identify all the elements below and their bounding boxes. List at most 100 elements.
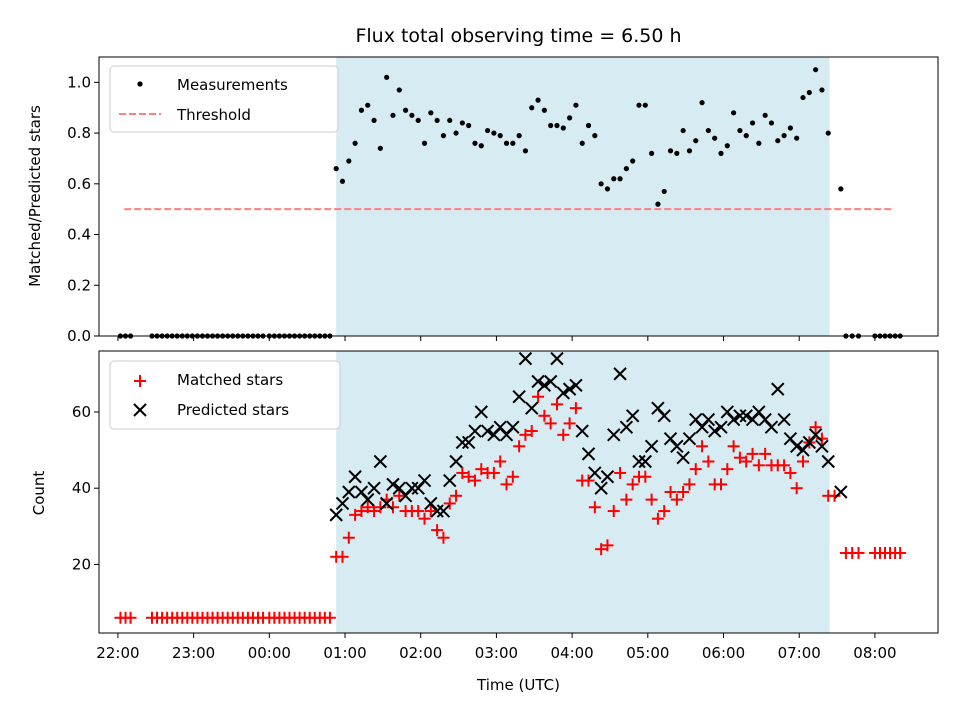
- measurement-point: [402, 107, 409, 113]
- predicted-star-point: [506, 420, 520, 434]
- matched-star-point: [418, 512, 431, 525]
- predicted-star-point: [625, 409, 640, 423]
- measurements-legend-marker: [137, 81, 143, 87]
- predicted-star-point: [342, 485, 356, 499]
- legend-label-threshold: Threshold: [176, 106, 251, 124]
- measurement-point: [737, 127, 743, 134]
- measurement-point: [712, 135, 718, 141]
- measurement-point: [838, 186, 844, 192]
- matched-star-point: [601, 539, 614, 552]
- predicted-star-point: [531, 374, 545, 389]
- measurement-point: [541, 107, 547, 113]
- measurement-point: [686, 148, 693, 154]
- x-tick-label: 03:00: [475, 644, 518, 662]
- predicted-star-point: [373, 454, 388, 469]
- predicted-star-point: [607, 428, 621, 442]
- bottom-y-tick-label: 20: [72, 555, 91, 573]
- measurement-point: [693, 138, 699, 144]
- matched-star-point: [563, 417, 576, 430]
- matched-star-point: [582, 474, 595, 487]
- matched-star-point: [450, 489, 463, 502]
- matched-star-point: [809, 421, 822, 434]
- measurement-point: [510, 140, 516, 146]
- measurement-point: [762, 112, 768, 118]
- measurement-point: [813, 67, 819, 73]
- measurement-point: [768, 120, 775, 126]
- top-y-tick-label: 0.8: [67, 124, 91, 142]
- matched-star-point: [645, 493, 658, 506]
- matched-star-point: [658, 505, 671, 518]
- predicted-star-point: [771, 382, 785, 396]
- predicted-star-point: [619, 420, 634, 434]
- measurement-point: [781, 133, 787, 139]
- matched-star-point: [828, 489, 841, 502]
- measurement-point: [699, 100, 705, 106]
- measurement-point: [623, 166, 629, 172]
- measurement-point: [560, 125, 566, 131]
- matched-star-point: [683, 478, 696, 491]
- top-y-axis-label: Matched/Predicted stars: [26, 105, 44, 287]
- measurement-point: [585, 122, 592, 129]
- matched-star-point: [784, 466, 797, 479]
- measurement-point: [718, 150, 724, 156]
- x-tick-label: 06:00: [702, 644, 745, 662]
- matched-star-point: [677, 486, 690, 498]
- matched-star-point: [355, 505, 368, 518]
- bottom-legend-box: [109, 360, 341, 430]
- matched-star-point: [714, 478, 727, 491]
- predicted-star-point: [777, 412, 791, 427]
- matched-legend-marker: [134, 375, 146, 387]
- matched-star-point: [412, 505, 425, 518]
- predicted-star-point: [550, 351, 564, 366]
- top-y-tick-label: 1.0: [67, 73, 91, 91]
- top-shaded-span: [336, 57, 830, 336]
- measurement-point: [592, 133, 598, 139]
- measurement-point: [598, 181, 604, 187]
- matched-star-point: [538, 409, 551, 422]
- matched-star-point: [525, 425, 538, 438]
- predicted-star-point: [569, 378, 583, 393]
- matched-star-point: [740, 455, 753, 468]
- predicted-star-point: [443, 473, 457, 488]
- predicted-star-point: [726, 412, 741, 427]
- predicted-star-point: [764, 420, 779, 434]
- measurement-point: [522, 148, 529, 154]
- predicted-star-point: [348, 470, 362, 484]
- measurement-point: [371, 117, 377, 124]
- top-legend-box: [109, 65, 339, 133]
- matched-star-point: [462, 470, 475, 483]
- measurement-point: [573, 102, 579, 108]
- predicted-star-point: [657, 409, 671, 423]
- measurement-point: [806, 89, 812, 96]
- measurement-point: [478, 143, 484, 149]
- matched-star-point: [557, 428, 570, 441]
- matched-star-point: [626, 478, 639, 491]
- matched-star-point: [614, 466, 627, 479]
- top-y-ticks: 0.0 0.2 0.4 0.6 0.8 1.0: [67, 73, 99, 345]
- chart-title: Flux total observing time = 6.50 h: [355, 25, 681, 47]
- predicted-star-point: [386, 477, 400, 492]
- predicted-star-point: [707, 424, 722, 438]
- predicted-star-point: [821, 454, 835, 469]
- predicted-star-point: [701, 412, 716, 427]
- measurement-point: [358, 107, 365, 113]
- bottom-shaded-span: [336, 351, 830, 633]
- matched-star-point: [386, 501, 399, 514]
- matched-star-point: [532, 390, 545, 403]
- matched-star-point: [393, 489, 406, 502]
- matched-star-point: [456, 466, 469, 479]
- predicted-star-point: [588, 466, 602, 480]
- matched-star-point: [323, 611, 336, 624]
- matched-star-point: [721, 463, 734, 476]
- top-x-ticks: [117, 336, 876, 341]
- matched-star-point: [519, 428, 532, 441]
- matched-star-point: [431, 524, 444, 537]
- predicted-star-point: [518, 351, 533, 366]
- predicted-star-point: [632, 454, 646, 469]
- bottom-plot-marks: [114, 351, 907, 624]
- bottom-x-ticks: 22:00 23:00 00:00 01:00 02:00 03:00 04:00 05:00…: [96, 633, 897, 662]
- matched-star-point: [620, 493, 633, 506]
- measurement-point: [680, 127, 686, 134]
- matched-star-point: [494, 455, 507, 468]
- predicted-star-point: [461, 435, 476, 450]
